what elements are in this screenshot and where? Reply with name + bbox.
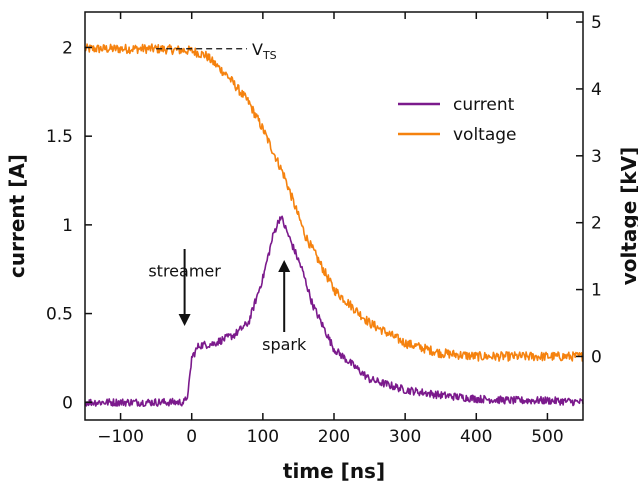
y2-tick-label: 1 (591, 281, 602, 301)
y2-tick-label: 5 (591, 13, 602, 33)
streamer-arrowhead-icon (178, 314, 191, 326)
series-line-current (84, 215, 584, 407)
x-axis-title: time [ns] (283, 459, 385, 483)
y2-tick-label: 4 (591, 80, 602, 100)
x-tick-label: 100 (247, 427, 279, 447)
y2-tick-label: 0 (591, 347, 602, 367)
spark-arrowhead-icon (278, 260, 291, 272)
y-tick-label: 1 (62, 216, 73, 236)
y-axis-title: current [A] (5, 154, 29, 278)
y-tick-label: 0.5 (46, 305, 73, 325)
series-lines (84, 43, 584, 407)
y-tick-label: 1.5 (46, 127, 73, 147)
x-tick-label: 500 (531, 427, 563, 447)
x-tick-label: 300 (389, 427, 421, 447)
x-tick-label: 400 (460, 427, 492, 447)
axes: −100 0 100 200 300 400 500 0 0.5 1 1.5 2 0 1 2 3 4 5 (46, 12, 602, 447)
y2-tick-label: 3 (591, 147, 602, 167)
y2-tick-label: 2 (591, 214, 602, 234)
legend: current voltage (398, 95, 517, 145)
x-tick-label: 0 (186, 427, 197, 447)
legend-label-voltage: voltage (453, 125, 517, 145)
y-tick-label: 2 (62, 38, 73, 58)
annotation-vts: VTS (252, 40, 277, 62)
y-tick-label: 0 (62, 393, 73, 413)
annotation-spark: spark (262, 335, 307, 354)
legend-label-current: current (453, 95, 515, 115)
series-line-voltage (84, 43, 584, 362)
x-tick-label: 200 (318, 427, 350, 447)
y2-axis-title: voltage [kV] (617, 147, 638, 286)
x-tick-label: −100 (97, 427, 144, 447)
